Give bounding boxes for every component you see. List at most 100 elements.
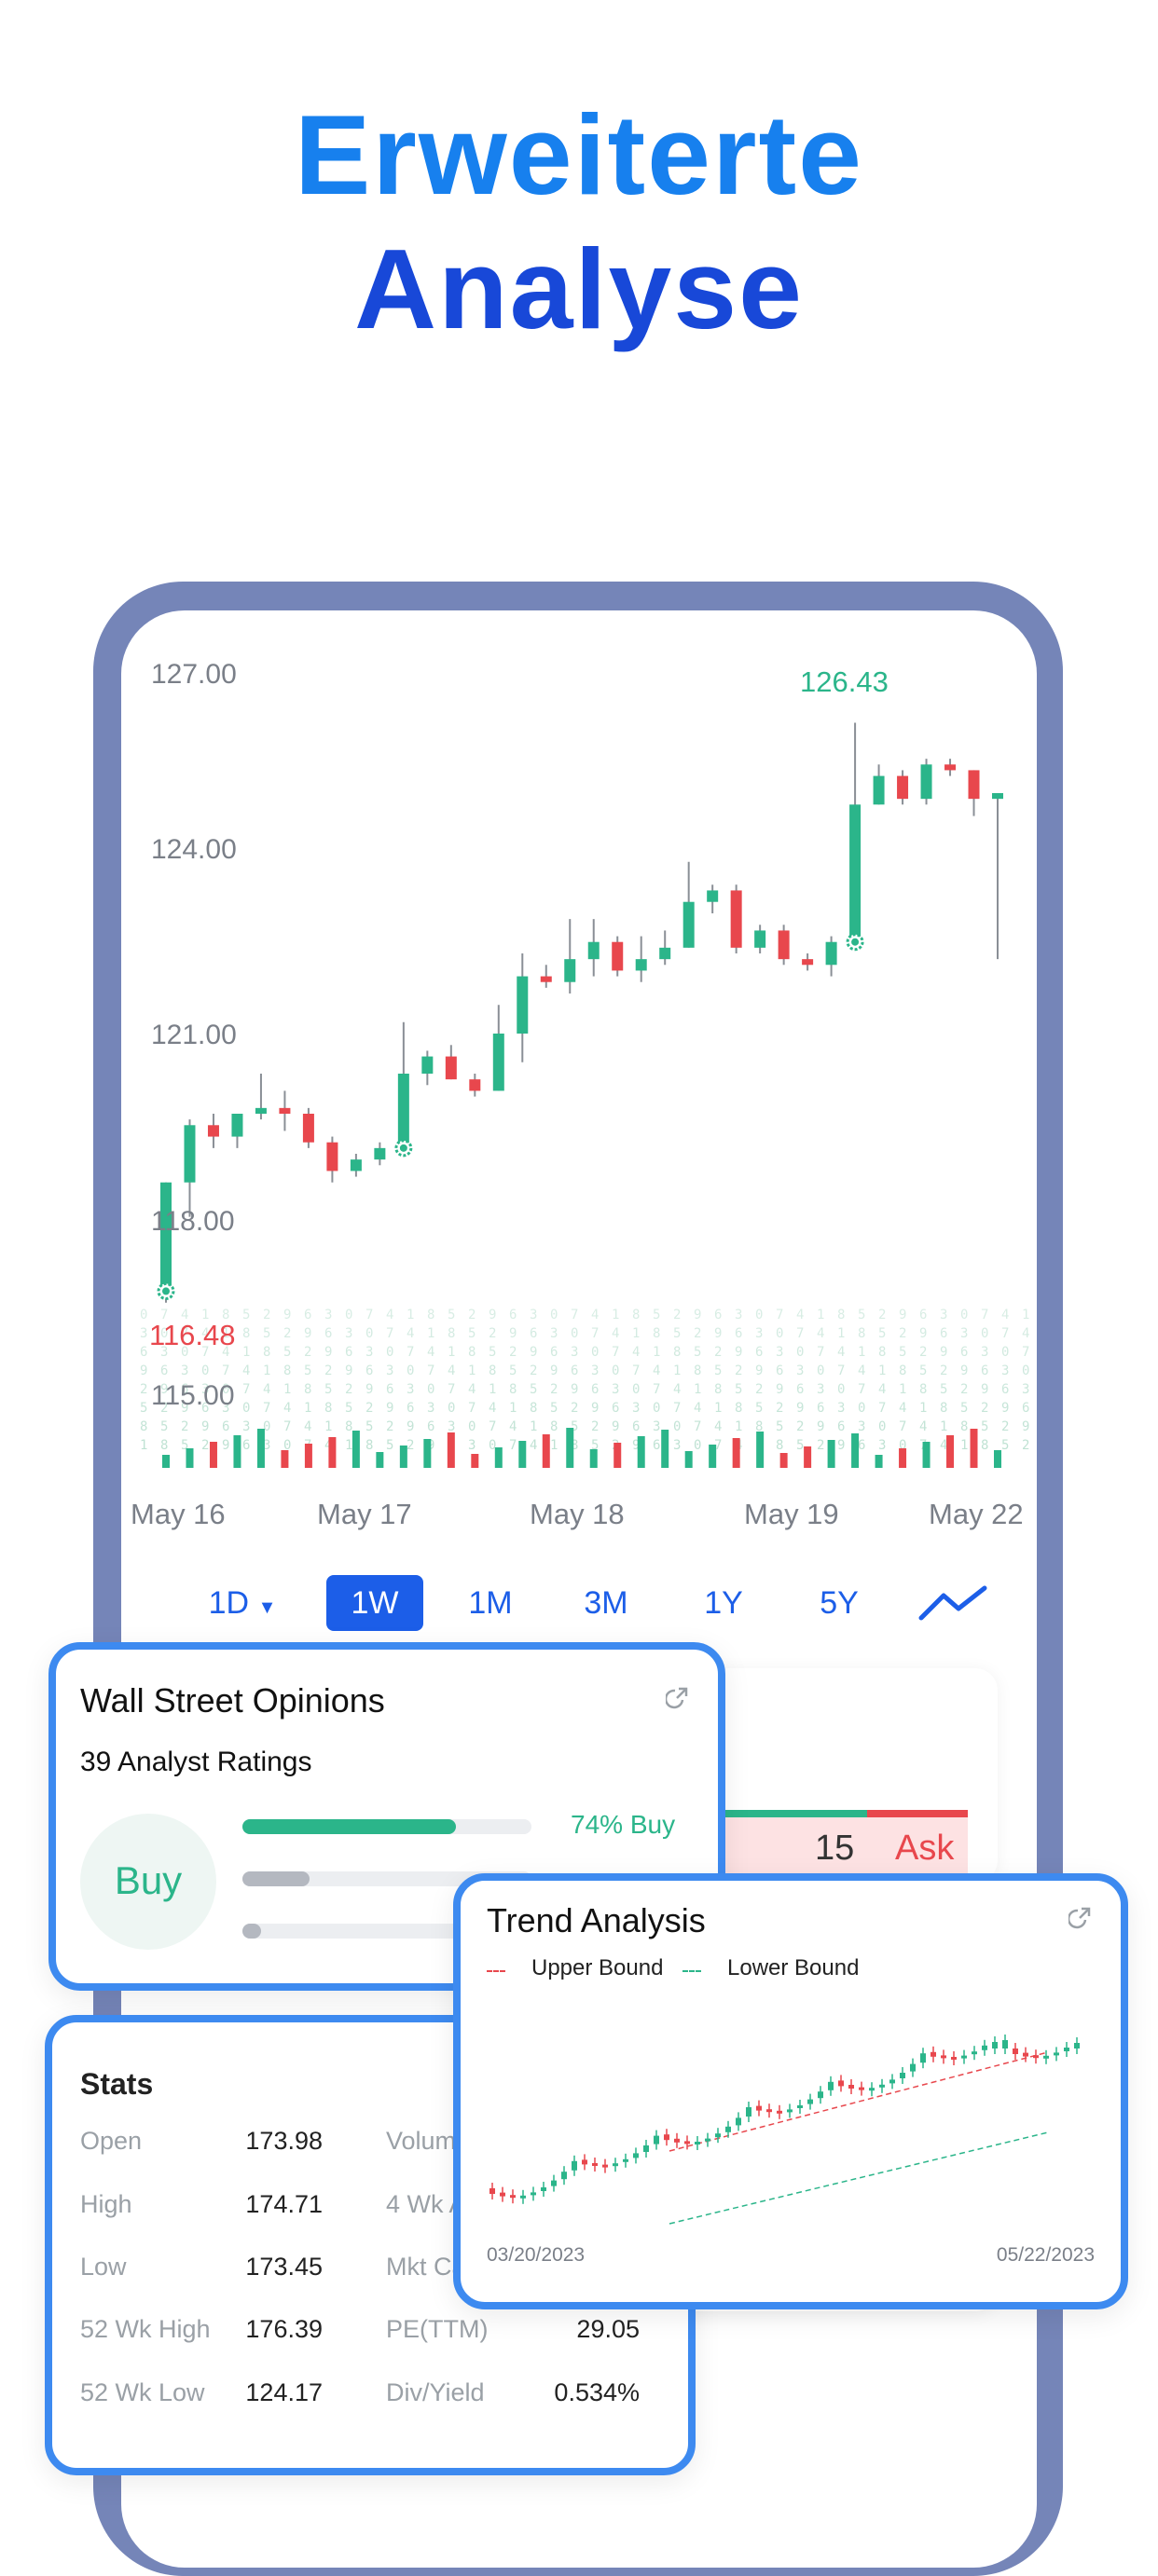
matrix-glyph: 1	[263, 1363, 270, 1378]
matrix-glyph: 3	[632, 1401, 640, 1416]
matrix-glyph: 4	[283, 1401, 291, 1416]
matrix-glyph: 3	[571, 1345, 578, 1360]
matrix-glyph: 7	[365, 1308, 373, 1322]
matrix-glyph: 8	[653, 1326, 660, 1341]
matrix-glyph: 6	[919, 1308, 927, 1322]
matrix-glyph: 8	[448, 1326, 455, 1341]
matrix-glyph: 9	[181, 1401, 188, 1416]
matrix-glyph: 0	[283, 1438, 291, 1453]
matrix-glyph: 8	[283, 1363, 291, 1378]
matrix-glyph: 6	[407, 1401, 414, 1416]
matrix-glyph: 4	[427, 1345, 434, 1360]
matrix-glyph: 8	[714, 1382, 722, 1397]
matrix-glyph: 1	[837, 1326, 845, 1341]
matrix-glyph: 7	[283, 1419, 291, 1434]
external-link-icon[interactable]	[666, 1685, 690, 1709]
matrix-glyph: 1	[653, 1345, 660, 1360]
matrix-glyph: 4	[448, 1363, 455, 1378]
matrix-glyph: 2	[263, 1308, 270, 1322]
matrix-glyph: 0	[817, 1363, 824, 1378]
matrix-glyph: 1	[448, 1345, 455, 1360]
timeframe-1w[interactable]: 1W	[326, 1575, 423, 1631]
matrix-glyph: 0	[899, 1438, 906, 1453]
matrix-glyph: 2	[345, 1382, 352, 1397]
wall-street-opinions-card[interactable]: Wall Street Opinions 39 Analyst Ratings …	[48, 1642, 725, 1991]
matrix-glyph: 8	[263, 1345, 270, 1360]
candle-body	[707, 890, 719, 902]
matrix-glyph: 6	[550, 1345, 558, 1360]
matrix-glyph: 1	[817, 1308, 824, 1322]
matrix-glyph: 0	[160, 1326, 168, 1341]
trend-candle	[961, 2055, 967, 2059]
trend-title: Trend Analysis	[487, 1901, 706, 1939]
candle-body	[825, 941, 837, 966]
matrix-glyph: 3	[878, 1438, 886, 1453]
matrix-glyph: 9	[571, 1382, 578, 1397]
matrix-glyph: 8	[960, 1419, 968, 1434]
high-price-label: 126.43	[800, 665, 889, 698]
candle-body	[612, 941, 624, 971]
matrix-glyph: 0	[1022, 1363, 1029, 1378]
volume-bar	[209, 1442, 217, 1468]
matrix-glyph: 8	[981, 1438, 988, 1453]
matrix-glyph: 9	[940, 1345, 947, 1360]
matrix-glyph: 1	[714, 1401, 722, 1416]
volume-bar	[423, 1439, 432, 1468]
trend-candle	[1054, 2052, 1059, 2056]
trend-candle	[684, 2141, 690, 2144]
matrix-glyph: 3	[427, 1401, 434, 1416]
matrix-glyph: 1	[201, 1308, 209, 1322]
matrix-glyph: 1	[489, 1382, 496, 1397]
matrix-glyph: 0	[612, 1363, 619, 1378]
matrix-glyph: 0	[407, 1363, 414, 1378]
matrix-glyph: 4	[632, 1345, 640, 1360]
matrix-glyph: 5	[919, 1363, 927, 1378]
signal-marker-dot	[399, 1144, 407, 1152]
timeframe-1d[interactable]: 1D ▼	[205, 1575, 280, 1631]
trend-candle	[633, 2153, 639, 2158]
matrix-glyph: 7	[468, 1401, 476, 1416]
matrix-glyph: 7	[817, 1345, 824, 1360]
matrix-glyph: 0	[242, 1401, 250, 1416]
trend-candle	[572, 2160, 577, 2171]
trend-candle	[500, 2192, 505, 2197]
timeframe-5y[interactable]: 5Y	[820, 1585, 859, 1621]
matrix-glyph: 2	[324, 1363, 332, 1378]
matrix-glyph: 7	[489, 1419, 496, 1434]
matrix-glyph: 4	[858, 1363, 865, 1378]
trend-candle	[531, 2192, 536, 2196]
x-label: May 22	[929, 1498, 1024, 1530]
timeframe-1y[interactable]: 1Y	[704, 1585, 743, 1621]
buy-bar-fill	[242, 1819, 457, 1834]
matrix-glyph: 9	[735, 1345, 742, 1360]
trend-candle	[643, 2145, 649, 2152]
trend-candle	[520, 2195, 526, 2199]
matrix-glyph: 2	[571, 1401, 578, 1416]
matrix-glyph: 7	[263, 1401, 270, 1416]
timeframe-3m[interactable]: 3M	[584, 1585, 628, 1621]
candle-body	[397, 1074, 409, 1148]
stat-label: 52 Wk Low	[80, 2378, 205, 2406]
trend-analysis-card[interactable]: Trend Analysis Upper Bound Lower Bound 0…	[453, 1873, 1128, 2309]
matrix-glyph: 9	[160, 1382, 168, 1397]
trend-candle	[582, 2159, 587, 2165]
matrix-glyph: 8	[735, 1401, 742, 1416]
matrix-glyph: 2	[386, 1419, 393, 1434]
matrix-glyph: 7	[386, 1326, 393, 1341]
timeframe-1m[interactable]: 1M	[468, 1585, 513, 1621]
volume-bar	[256, 1429, 265, 1468]
stat-label: Div/Yield	[386, 2378, 485, 2406]
candle-body	[540, 976, 552, 982]
trend-candle	[654, 2135, 659, 2144]
matrix-glyph: 3	[858, 1419, 865, 1434]
matrix-glyph: 9	[612, 1419, 619, 1434]
line-chart-toggle-icon[interactable]	[917, 1583, 988, 1624]
candle-body	[587, 941, 600, 960]
volume-bar	[922, 1442, 931, 1468]
matrix-glyph: 8	[242, 1326, 250, 1341]
trend-candle	[746, 2107, 751, 2117]
candle-body	[279, 1107, 291, 1114]
matrix-glyph: 7	[181, 1326, 188, 1341]
external-link-icon[interactable]	[1068, 1905, 1093, 1929]
volume-bar	[352, 1431, 360, 1468]
